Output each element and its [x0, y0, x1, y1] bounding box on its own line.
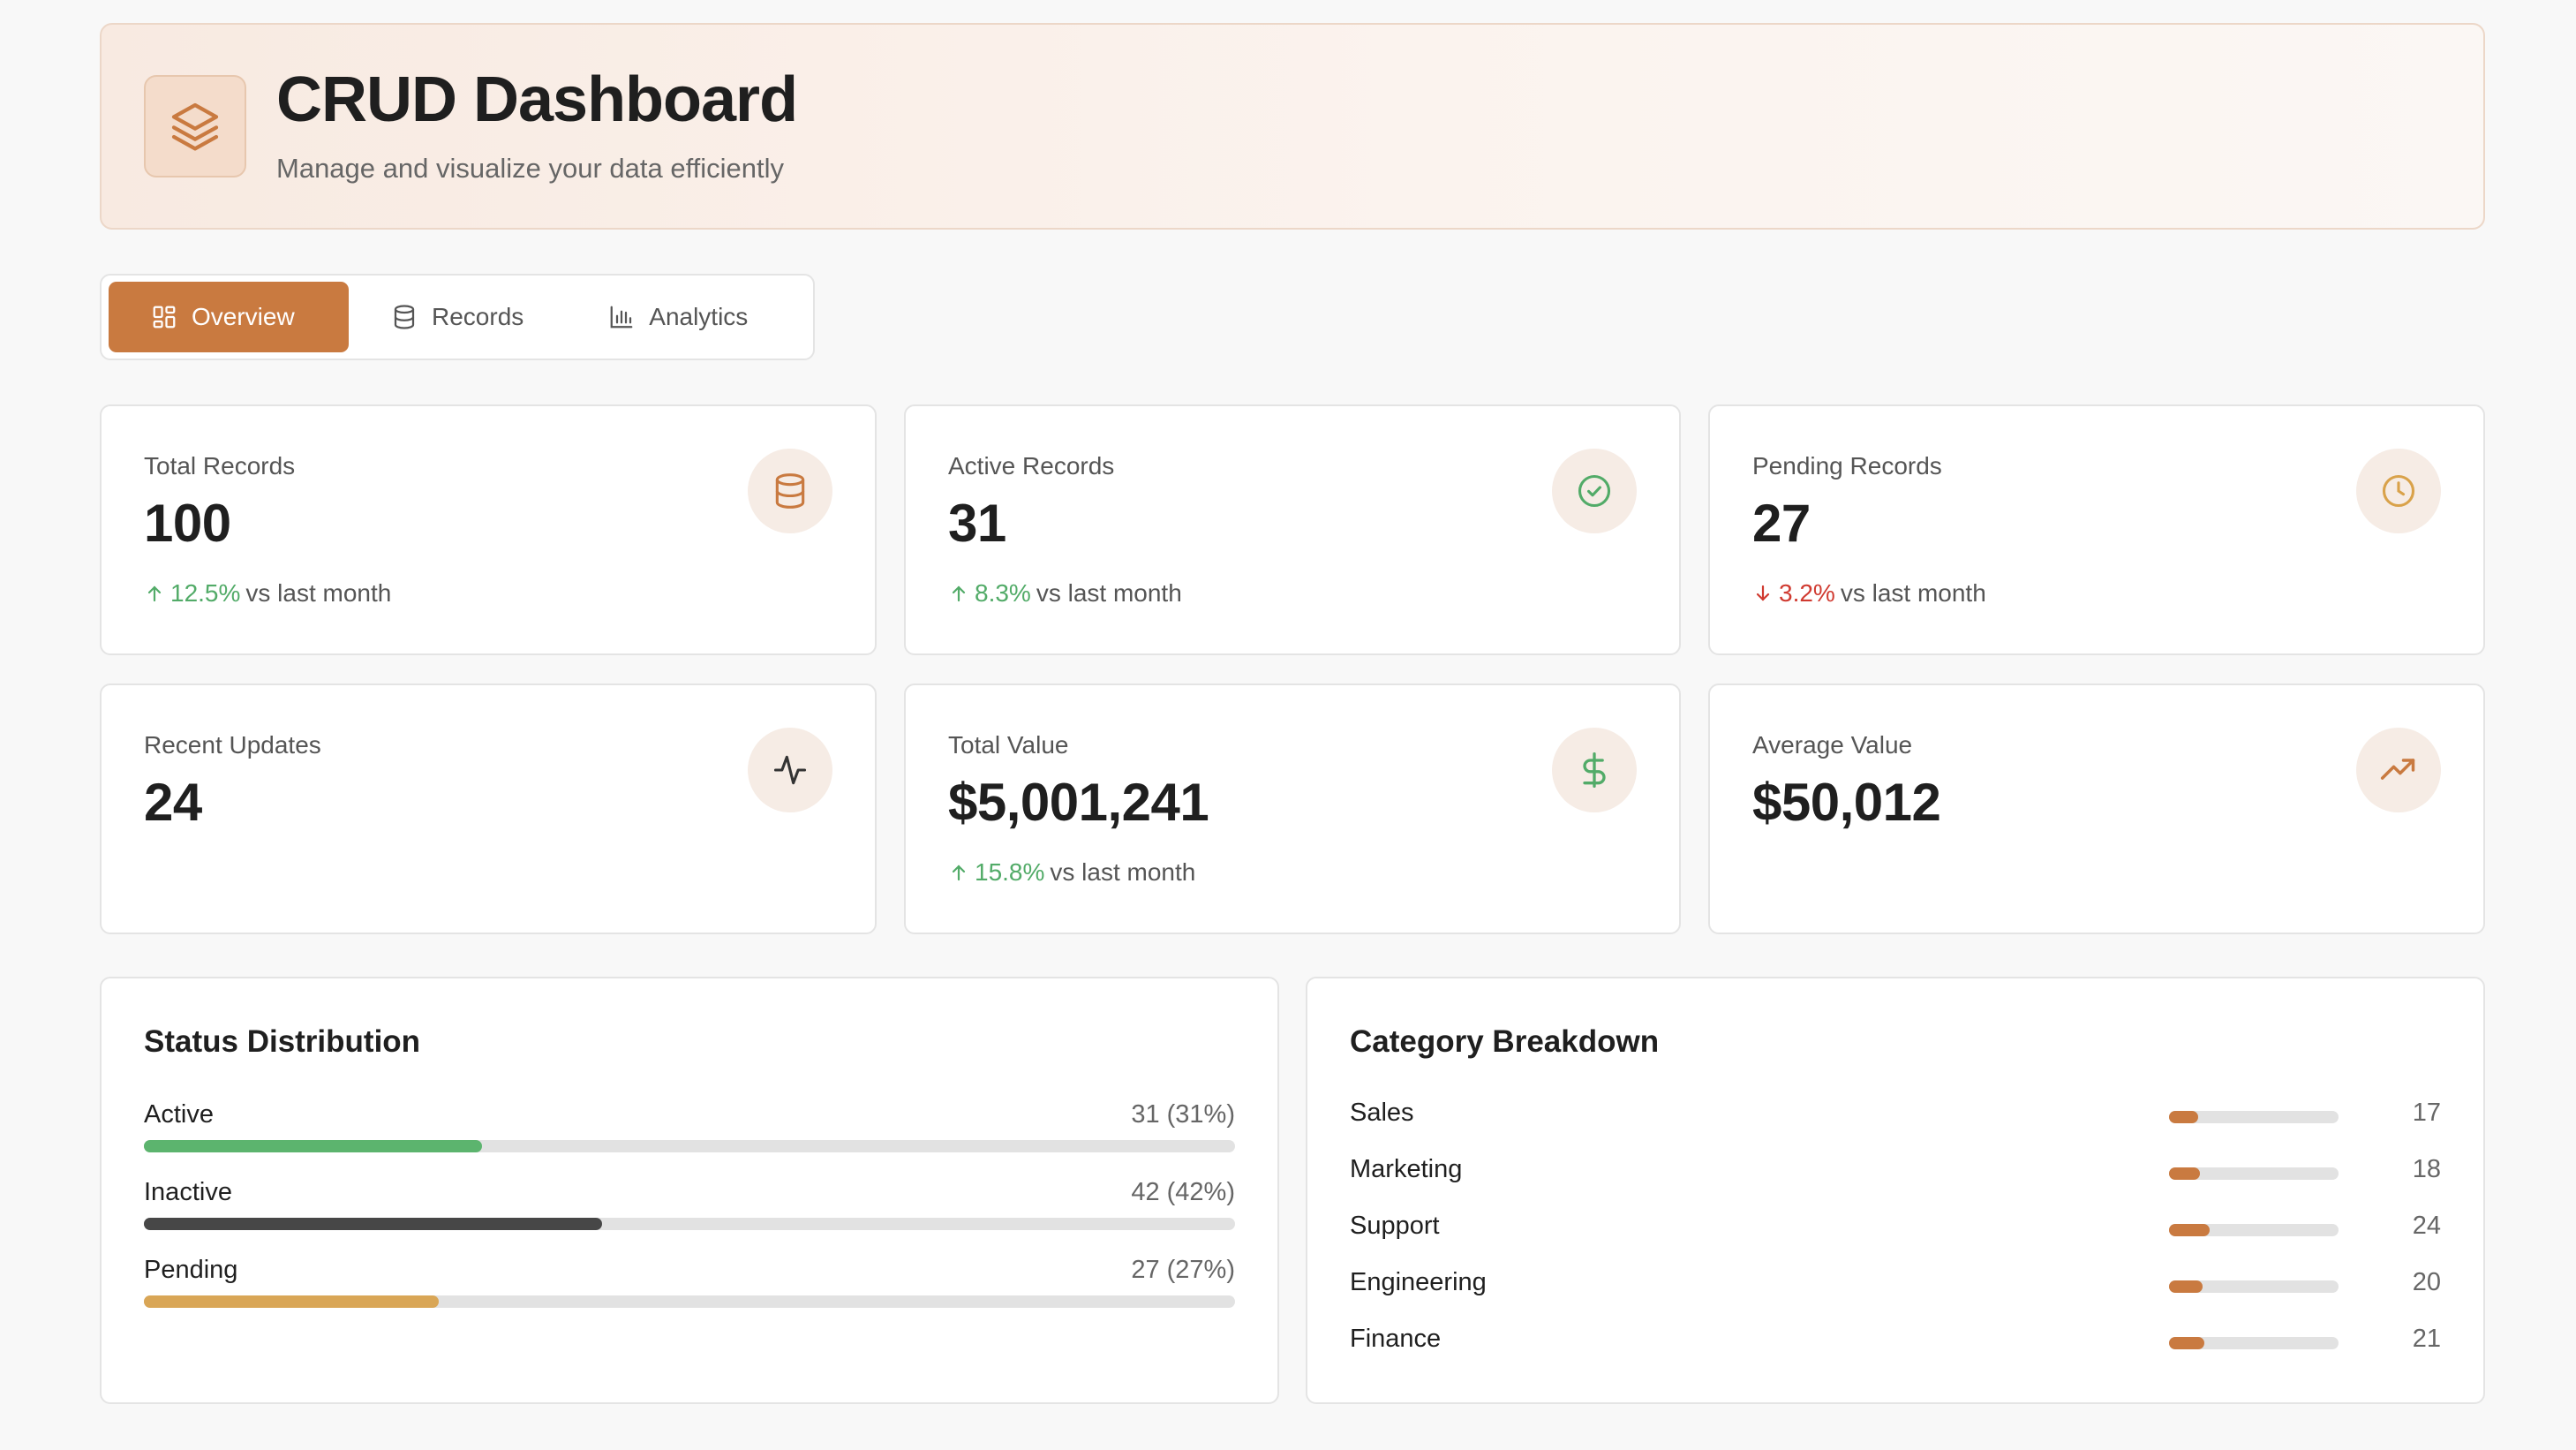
status-count: 42 (42%) — [1131, 1178, 1235, 1206]
progress-track — [144, 1295, 1235, 1308]
category-count: 18 — [2412, 1155, 2441, 1183]
stat-card-pending-records: Pending Records 27 3.2% vs last month — [1708, 404, 2485, 655]
progress-fill — [144, 1140, 483, 1152]
stat-trend-value: 3.2% — [1779, 579, 1835, 607]
panel-title: Status Distribution — [144, 1024, 421, 1059]
category-count: 21 — [2412, 1325, 2441, 1353]
arrow-up-icon — [952, 865, 966, 881]
progress-track — [2169, 1111, 2339, 1123]
layers-icon — [144, 75, 246, 177]
stat-value: 31 — [948, 494, 1006, 553]
progress-fill — [2169, 1337, 2205, 1349]
status-row-pending: Pending 27 (27%) — [144, 1256, 1235, 1308]
page-subtitle: Manage and visualize your data efficient… — [276, 153, 784, 184]
status-label: Pending — [144, 1256, 238, 1284]
status-count: 27 (27%) — [1131, 1256, 1235, 1284]
check-circle-icon — [1552, 449, 1637, 533]
tab-bar: Overview Records Analytics — [100, 274, 815, 360]
category-count: 20 — [2412, 1268, 2441, 1296]
progress-track — [144, 1218, 1235, 1230]
stat-trend: 3.2% vs last month — [1752, 579, 1986, 608]
status-label: Active — [144, 1100, 214, 1129]
trending-up-icon — [2356, 728, 2441, 812]
stat-label: Total Records — [144, 452, 296, 480]
category-label: Engineering — [1350, 1268, 1487, 1296]
progress-fill — [2169, 1280, 2203, 1293]
stat-label: Active Records — [948, 452, 1115, 480]
category-count: 24 — [2412, 1212, 2441, 1240]
status-distribution-panel: Status Distribution Active 31 (31%) Inac… — [100, 977, 1279, 1404]
stat-value: 100 — [144, 494, 231, 553]
stat-trend: 15.8% vs last month — [948, 858, 1195, 887]
stat-trend-text: vs last month — [245, 579, 392, 607]
page-title: CRUD Dashboard — [276, 64, 798, 135]
category-breakdown-panel: Category Breakdown Sales 17 Marketing 18… — [1306, 977, 2485, 1404]
category-label: Sales — [1350, 1099, 1414, 1127]
dollar-icon — [1552, 728, 1637, 812]
stat-value: 27 — [1752, 494, 1811, 553]
stat-trend-value: 15.8% — [975, 858, 1045, 886]
stat-trend-value: 12.5% — [170, 579, 241, 607]
stat-value: $5,001,241 — [948, 773, 1209, 832]
category-row-support: Support 24 — [1350, 1212, 2441, 1247]
stat-label: Total Value — [948, 731, 1069, 759]
status-count: 31 (31%) — [1131, 1100, 1235, 1129]
tab-records[interactable]: Records — [349, 282, 566, 352]
stat-trend-text: vs last month — [1036, 579, 1182, 607]
status-row-active: Active 31 (31%) — [144, 1100, 1235, 1152]
category-label: Finance — [1350, 1325, 1442, 1353]
activity-icon — [748, 728, 832, 812]
tab-label: Overview — [192, 303, 295, 330]
stat-trend: 8.3% vs last month — [948, 579, 1182, 608]
database-icon — [748, 449, 832, 533]
progress-track — [2169, 1224, 2339, 1236]
progress-fill — [2169, 1111, 2198, 1123]
category-count: 17 — [2412, 1099, 2441, 1127]
stat-trend-value: 8.3% — [975, 579, 1031, 607]
status-row-inactive: Inactive 42 (42%) — [144, 1178, 1235, 1230]
category-label: Marketing — [1350, 1155, 1463, 1183]
stat-card-recent-updates: Recent Updates 24 — [100, 683, 877, 934]
stat-value: $50,012 — [1752, 773, 1941, 832]
arrow-down-icon — [1756, 585, 1770, 601]
tab-analytics[interactable]: Analytics — [566, 282, 790, 352]
panel-title: Category Breakdown — [1350, 1024, 1660, 1059]
dashboard: CRUD Dashboard Manage and visualize your… — [100, 23, 2485, 1404]
category-row-marketing: Marketing 18 — [1350, 1155, 2441, 1190]
stat-trend: 12.5% vs last month — [144, 579, 391, 608]
progress-fill — [2169, 1224, 2211, 1236]
stat-trend-text: vs last month — [1840, 579, 1986, 607]
progress-track — [2169, 1280, 2339, 1293]
stat-card-active-records: Active Records 31 8.3% vs last month — [904, 404, 1681, 655]
stat-label: Recent Updates — [144, 731, 321, 759]
bar-chart-icon — [610, 306, 633, 329]
arrow-up-icon — [952, 585, 966, 602]
status-label: Inactive — [144, 1178, 232, 1206]
database-icon — [394, 305, 415, 329]
stat-value: 24 — [144, 773, 202, 832]
progress-fill — [144, 1218, 603, 1230]
category-row-finance: Finance 21 — [1350, 1325, 2441, 1360]
stat-card-average-value: Average Value $50,012 — [1708, 683, 2485, 934]
tab-overview[interactable]: Overview — [109, 282, 349, 352]
tab-label: Analytics — [649, 303, 749, 330]
stat-label: Average Value — [1752, 731, 1913, 759]
stat-card-total-value: Total Value $5,001,241 15.8% vs last mon… — [904, 683, 1681, 934]
page-header: CRUD Dashboard Manage and visualize your… — [100, 23, 2485, 230]
progress-track — [144, 1140, 1235, 1152]
arrow-up-icon — [147, 585, 162, 602]
grid-icon — [153, 306, 176, 329]
progress-track — [2169, 1167, 2339, 1180]
clock-icon — [2356, 449, 2441, 533]
progress-fill — [144, 1295, 439, 1308]
stat-trend-text: vs last month — [1050, 858, 1196, 886]
tab-label: Records — [432, 303, 524, 330]
category-row-engineering: Engineering 20 — [1350, 1268, 2441, 1303]
stat-label: Pending Records — [1752, 452, 1942, 480]
progress-track — [2169, 1337, 2339, 1349]
category-row-sales: Sales 17 — [1350, 1099, 2441, 1134]
category-label: Support — [1350, 1212, 1440, 1240]
stat-card-total-records: Total Records 100 12.5% vs last month — [100, 404, 877, 655]
progress-fill — [2169, 1167, 2200, 1180]
